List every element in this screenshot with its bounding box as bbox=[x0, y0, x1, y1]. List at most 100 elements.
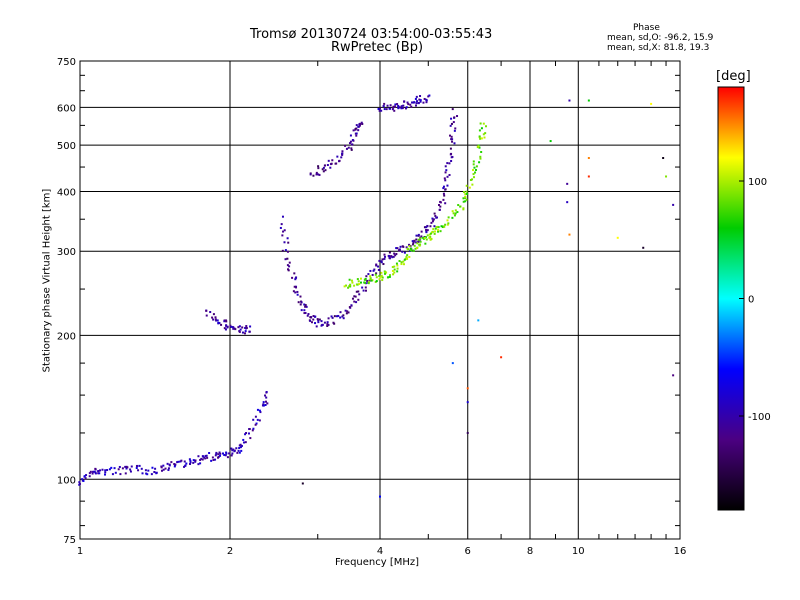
echo-point bbox=[248, 330, 251, 333]
echo-point bbox=[153, 471, 156, 474]
echo-point bbox=[378, 275, 381, 278]
echo-point bbox=[367, 282, 370, 285]
echo-point bbox=[348, 278, 351, 281]
echo-point bbox=[345, 147, 348, 150]
echo-point bbox=[448, 162, 451, 165]
echo-point bbox=[184, 464, 187, 467]
echo-point bbox=[442, 192, 445, 195]
echo-point bbox=[466, 431, 469, 434]
echo-point bbox=[322, 170, 325, 173]
echo-point bbox=[383, 102, 386, 105]
echo-point bbox=[471, 178, 474, 181]
echo-point bbox=[200, 457, 203, 460]
echo-point bbox=[212, 458, 215, 461]
echo-point bbox=[222, 452, 225, 455]
echo-point bbox=[321, 323, 324, 326]
echo-point bbox=[450, 160, 453, 163]
echo-point bbox=[350, 148, 353, 151]
echo-point bbox=[672, 374, 675, 377]
echo-point bbox=[104, 471, 107, 474]
echo-point bbox=[369, 269, 372, 272]
echo-point bbox=[162, 464, 165, 467]
echo-point bbox=[662, 157, 665, 160]
echo-point bbox=[396, 267, 399, 270]
y-tick-label: 500 bbox=[57, 141, 76, 152]
echo-point bbox=[479, 157, 482, 160]
echo-point bbox=[400, 105, 403, 108]
echo-point bbox=[479, 155, 482, 158]
echo-point bbox=[399, 245, 402, 248]
echo-point bbox=[421, 236, 424, 239]
echo-point bbox=[150, 473, 153, 476]
echo-point bbox=[229, 324, 232, 327]
echo-point bbox=[219, 454, 222, 457]
echo-point bbox=[126, 466, 129, 469]
echo-point bbox=[449, 134, 452, 137]
echo-point bbox=[155, 472, 158, 475]
echo-point bbox=[167, 469, 170, 472]
echo-point bbox=[204, 457, 207, 460]
echo-point bbox=[389, 104, 392, 107]
echo-point bbox=[347, 286, 350, 289]
echo-point bbox=[151, 466, 154, 469]
echo-point bbox=[358, 124, 361, 127]
echo-point bbox=[442, 187, 445, 190]
echo-point bbox=[265, 390, 268, 393]
echo-point bbox=[434, 227, 437, 230]
echo-point bbox=[401, 107, 404, 110]
echo-point bbox=[393, 268, 396, 271]
echo-point bbox=[145, 472, 148, 475]
echo-point bbox=[451, 140, 454, 143]
echo-point bbox=[283, 241, 286, 244]
echo-point bbox=[209, 311, 212, 314]
echo-point bbox=[339, 311, 342, 314]
echo-point bbox=[254, 415, 257, 418]
echo-point bbox=[264, 403, 267, 406]
echo-point bbox=[296, 290, 299, 293]
echo-point bbox=[320, 320, 323, 323]
echo-point bbox=[587, 175, 590, 178]
echo-point bbox=[411, 240, 414, 243]
echo-point bbox=[417, 233, 420, 236]
echo-point bbox=[433, 212, 436, 215]
echo-point bbox=[81, 478, 84, 481]
echo-point bbox=[417, 240, 420, 243]
echo-point bbox=[425, 101, 428, 104]
echo-point bbox=[288, 261, 291, 264]
echo-point bbox=[361, 122, 364, 125]
echo-point bbox=[352, 129, 355, 132]
echo-point bbox=[124, 465, 127, 468]
trace-f2-x-trace bbox=[343, 122, 488, 289]
echo-point bbox=[466, 401, 469, 404]
scattered-echoes bbox=[301, 99, 675, 498]
echo-point bbox=[446, 175, 449, 178]
echo-point bbox=[106, 469, 109, 472]
echo-point bbox=[231, 452, 234, 455]
echo-point bbox=[431, 217, 434, 220]
echo-point bbox=[375, 272, 378, 275]
echo-point bbox=[444, 171, 447, 174]
echo-point bbox=[160, 466, 163, 469]
echo-point bbox=[453, 214, 456, 217]
echo-point bbox=[396, 264, 399, 267]
echo-point bbox=[201, 458, 204, 461]
echo-point bbox=[454, 209, 457, 212]
echo-point bbox=[405, 256, 408, 259]
echo-point bbox=[240, 444, 243, 447]
echo-point bbox=[317, 319, 320, 322]
echo-point bbox=[180, 459, 183, 462]
echo-point bbox=[301, 482, 304, 485]
echo-point bbox=[378, 278, 381, 281]
echo-point bbox=[425, 230, 428, 233]
echo-point bbox=[183, 460, 186, 463]
echo-point bbox=[568, 99, 571, 102]
echo-point bbox=[310, 321, 313, 324]
echo-point bbox=[326, 323, 329, 326]
echo-point bbox=[110, 466, 113, 469]
echo-point bbox=[465, 198, 468, 201]
echo-point bbox=[217, 453, 220, 456]
echo-point bbox=[233, 450, 236, 453]
echo-point bbox=[84, 477, 87, 480]
echo-point bbox=[365, 275, 368, 278]
echo-point bbox=[369, 277, 372, 280]
